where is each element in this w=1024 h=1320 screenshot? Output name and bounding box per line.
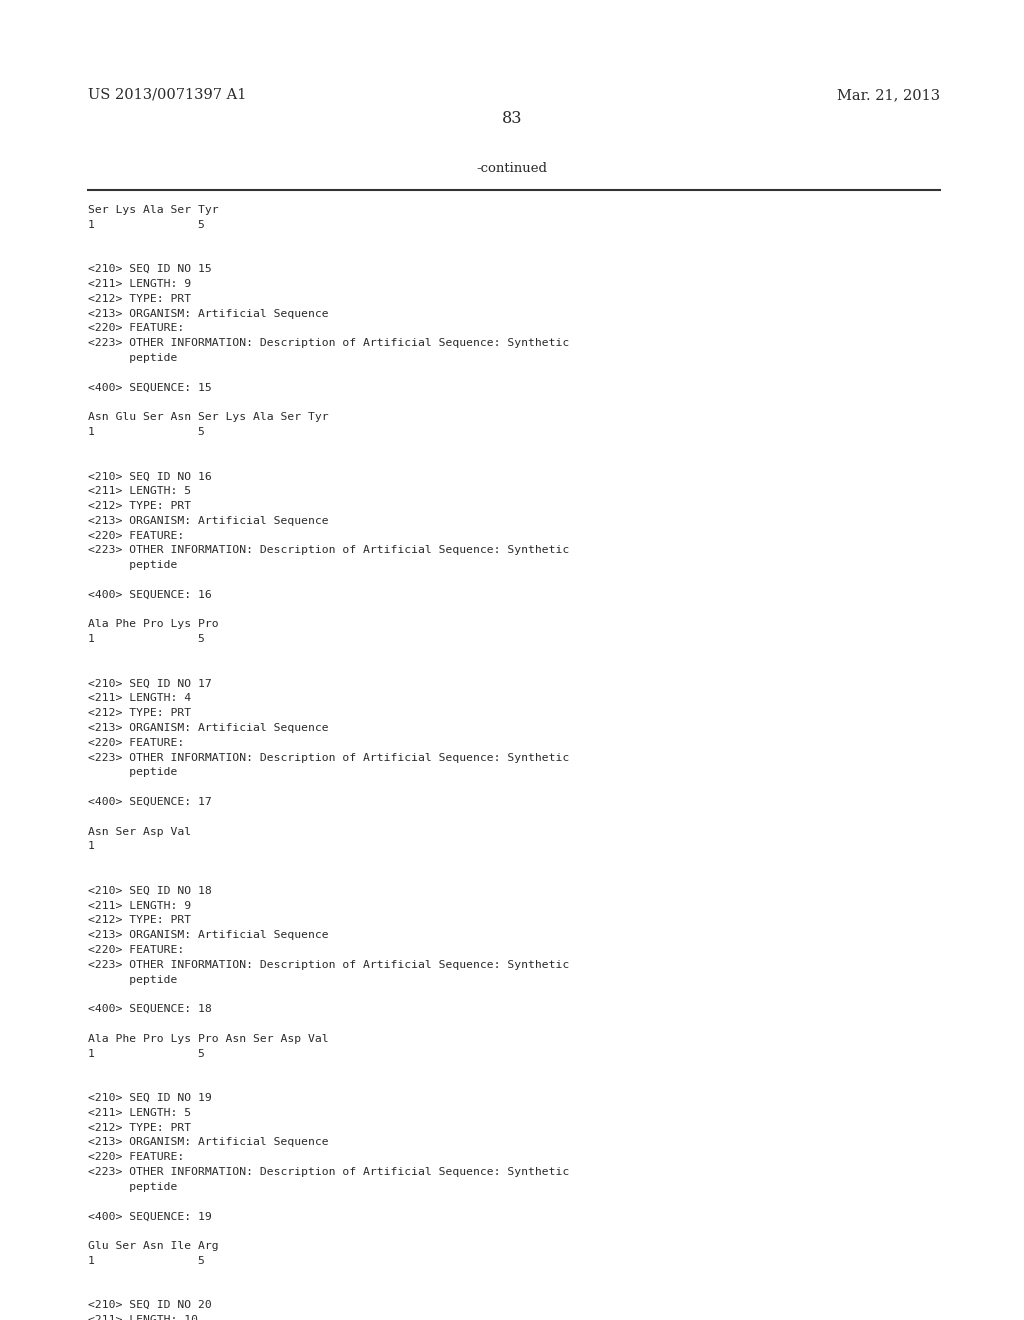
Text: 1               5: 1 5 [88, 1255, 205, 1266]
Text: 1: 1 [88, 841, 95, 851]
Text: <400> SEQUENCE: 16: <400> SEQUENCE: 16 [88, 590, 212, 599]
Text: <212> TYPE: PRT: <212> TYPE: PRT [88, 709, 191, 718]
Text: peptide: peptide [88, 1181, 177, 1192]
Text: <213> ORGANISM: Artificial Sequence: <213> ORGANISM: Artificial Sequence [88, 1138, 329, 1147]
Text: <211> LENGTH: 5: <211> LENGTH: 5 [88, 1107, 191, 1118]
Text: -continued: -continued [476, 162, 548, 176]
Text: <211> LENGTH: 10: <211> LENGTH: 10 [88, 1315, 198, 1320]
Text: Ser Lys Ala Ser Tyr: Ser Lys Ala Ser Tyr [88, 205, 219, 215]
Text: <223> OTHER INFORMATION: Description of Artificial Sequence: Synthetic: <223> OTHER INFORMATION: Description of … [88, 960, 569, 970]
Text: 1               5: 1 5 [88, 1048, 205, 1059]
Text: <223> OTHER INFORMATION: Description of Artificial Sequence: Synthetic: <223> OTHER INFORMATION: Description of … [88, 338, 569, 348]
Text: <220> FEATURE:: <220> FEATURE: [88, 945, 184, 954]
Text: Asn Ser Asp Val: Asn Ser Asp Val [88, 826, 191, 837]
Text: US 2013/0071397 A1: US 2013/0071397 A1 [88, 88, 247, 102]
Text: <210> SEQ ID NO 19: <210> SEQ ID NO 19 [88, 1093, 212, 1104]
Text: <212> TYPE: PRT: <212> TYPE: PRT [88, 502, 191, 511]
Text: <400> SEQUENCE: 19: <400> SEQUENCE: 19 [88, 1212, 212, 1221]
Text: <223> OTHER INFORMATION: Description of Artificial Sequence: Synthetic: <223> OTHER INFORMATION: Description of … [88, 545, 569, 556]
Text: peptide: peptide [88, 352, 177, 363]
Text: Asn Glu Ser Asn Ser Lys Ala Ser Tyr: Asn Glu Ser Asn Ser Lys Ala Ser Tyr [88, 412, 329, 422]
Text: <211> LENGTH: 9: <211> LENGTH: 9 [88, 279, 191, 289]
Text: Ala Phe Pro Lys Pro Asn Ser Asp Val: Ala Phe Pro Lys Pro Asn Ser Asp Val [88, 1034, 329, 1044]
Text: Ala Phe Pro Lys Pro: Ala Phe Pro Lys Pro [88, 619, 219, 630]
Text: 83: 83 [502, 110, 522, 127]
Text: <212> TYPE: PRT: <212> TYPE: PRT [88, 1122, 191, 1133]
Text: 1               5: 1 5 [88, 220, 205, 230]
Text: <220> FEATURE:: <220> FEATURE: [88, 738, 184, 748]
Text: <211> LENGTH: 5: <211> LENGTH: 5 [88, 486, 191, 496]
Text: <220> FEATURE:: <220> FEATURE: [88, 1152, 184, 1162]
Text: <220> FEATURE:: <220> FEATURE: [88, 531, 184, 541]
Text: peptide: peptide [88, 767, 177, 777]
Text: Glu Ser Asn Ile Arg: Glu Ser Asn Ile Arg [88, 1241, 219, 1251]
Text: <212> TYPE: PRT: <212> TYPE: PRT [88, 915, 191, 925]
Text: <400> SEQUENCE: 17: <400> SEQUENCE: 17 [88, 797, 212, 807]
Text: <211> LENGTH: 4: <211> LENGTH: 4 [88, 693, 191, 704]
Text: <213> ORGANISM: Artificial Sequence: <213> ORGANISM: Artificial Sequence [88, 723, 329, 733]
Text: <210> SEQ ID NO 20: <210> SEQ ID NO 20 [88, 1300, 212, 1311]
Text: <220> FEATURE:: <220> FEATURE: [88, 323, 184, 334]
Text: <213> ORGANISM: Artificial Sequence: <213> ORGANISM: Artificial Sequence [88, 309, 329, 318]
Text: <223> OTHER INFORMATION: Description of Artificial Sequence: Synthetic: <223> OTHER INFORMATION: Description of … [88, 1167, 569, 1177]
Text: <211> LENGTH: 9: <211> LENGTH: 9 [88, 900, 191, 911]
Text: <212> TYPE: PRT: <212> TYPE: PRT [88, 294, 191, 304]
Text: peptide: peptide [88, 560, 177, 570]
Text: <223> OTHER INFORMATION: Description of Artificial Sequence: Synthetic: <223> OTHER INFORMATION: Description of … [88, 752, 569, 763]
Text: 1               5: 1 5 [88, 426, 205, 437]
Text: peptide: peptide [88, 974, 177, 985]
Text: 1               5: 1 5 [88, 634, 205, 644]
Text: <213> ORGANISM: Artificial Sequence: <213> ORGANISM: Artificial Sequence [88, 931, 329, 940]
Text: <210> SEQ ID NO 16: <210> SEQ ID NO 16 [88, 471, 212, 482]
Text: <210> SEQ ID NO 18: <210> SEQ ID NO 18 [88, 886, 212, 896]
Text: <210> SEQ ID NO 15: <210> SEQ ID NO 15 [88, 264, 212, 275]
Text: <210> SEQ ID NO 17: <210> SEQ ID NO 17 [88, 678, 212, 689]
Text: <400> SEQUENCE: 18: <400> SEQUENCE: 18 [88, 1005, 212, 1014]
Text: <213> ORGANISM: Artificial Sequence: <213> ORGANISM: Artificial Sequence [88, 516, 329, 525]
Text: Mar. 21, 2013: Mar. 21, 2013 [837, 88, 940, 102]
Text: <400> SEQUENCE: 15: <400> SEQUENCE: 15 [88, 383, 212, 392]
